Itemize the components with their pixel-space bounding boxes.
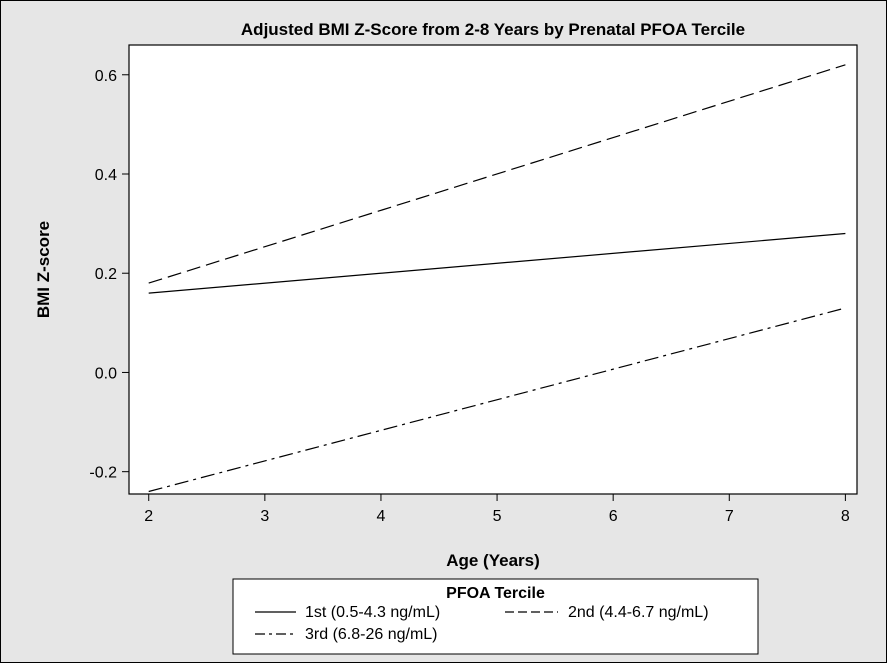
x-tick-label: 6 bbox=[609, 508, 618, 525]
y-axis: -0.2 0.0 0.2 0.4 0.6 bbox=[89, 68, 129, 482]
series-line-3 bbox=[148, 307, 846, 493]
legend-box bbox=[232, 578, 759, 655]
legend-label: 2nd (4.4-6.7 ng/mL) bbox=[568, 604, 709, 621]
series-line-1 bbox=[148, 232, 846, 294]
x-tick-label: 7 bbox=[725, 508, 734, 525]
plot-area bbox=[128, 44, 858, 495]
x-tick-label: 8 bbox=[841, 508, 850, 525]
legend: PFOA Tercile 1st (0.5-4.3 ng/mL) 2nd (4.4… bbox=[232, 578, 759, 655]
y-tick-label: 0.0 bbox=[95, 365, 117, 382]
x-tick-label: 4 bbox=[377, 508, 386, 525]
y-axis-label: BMI Z-score bbox=[34, 221, 53, 318]
y-tick-label: 0.6 bbox=[95, 68, 117, 85]
legend-item: 1st (0.5-4.3 ng/mL) bbox=[255, 604, 440, 621]
legend-items: 1st (0.5-4.3 ng/mL) 2nd (4.4-6.7 ng/mL) 3r… bbox=[255, 604, 709, 643]
legend-label: 3rd (6.8-26 ng/mL) bbox=[305, 626, 438, 643]
legend-title: PFOA Tercile bbox=[446, 585, 545, 602]
series-group bbox=[148, 64, 846, 493]
legend-item: 2nd (4.4-6.7 ng/mL) bbox=[505, 604, 709, 621]
legend-item: 3rd (6.8-26 ng/mL) bbox=[255, 626, 438, 643]
legend-label: 1st (0.5-4.3 ng/mL) bbox=[305, 604, 440, 621]
x-tick-label: 3 bbox=[260, 508, 269, 525]
x-axis: 2 3 4 5 6 7 8 bbox=[144, 494, 850, 525]
y-tick-label: 0.4 bbox=[95, 167, 117, 184]
series-line-2 bbox=[148, 64, 846, 284]
y-tick-label: 0.2 bbox=[95, 266, 117, 283]
y-tick-label: -0.2 bbox=[89, 465, 117, 482]
x-tick-label: 2 bbox=[144, 508, 153, 525]
x-tick-label: 5 bbox=[493, 508, 502, 525]
chart-title: Adjusted BMI Z-Score from 2-8 Years by P… bbox=[241, 20, 745, 39]
x-axis-label: Age (Years) bbox=[446, 551, 540, 570]
